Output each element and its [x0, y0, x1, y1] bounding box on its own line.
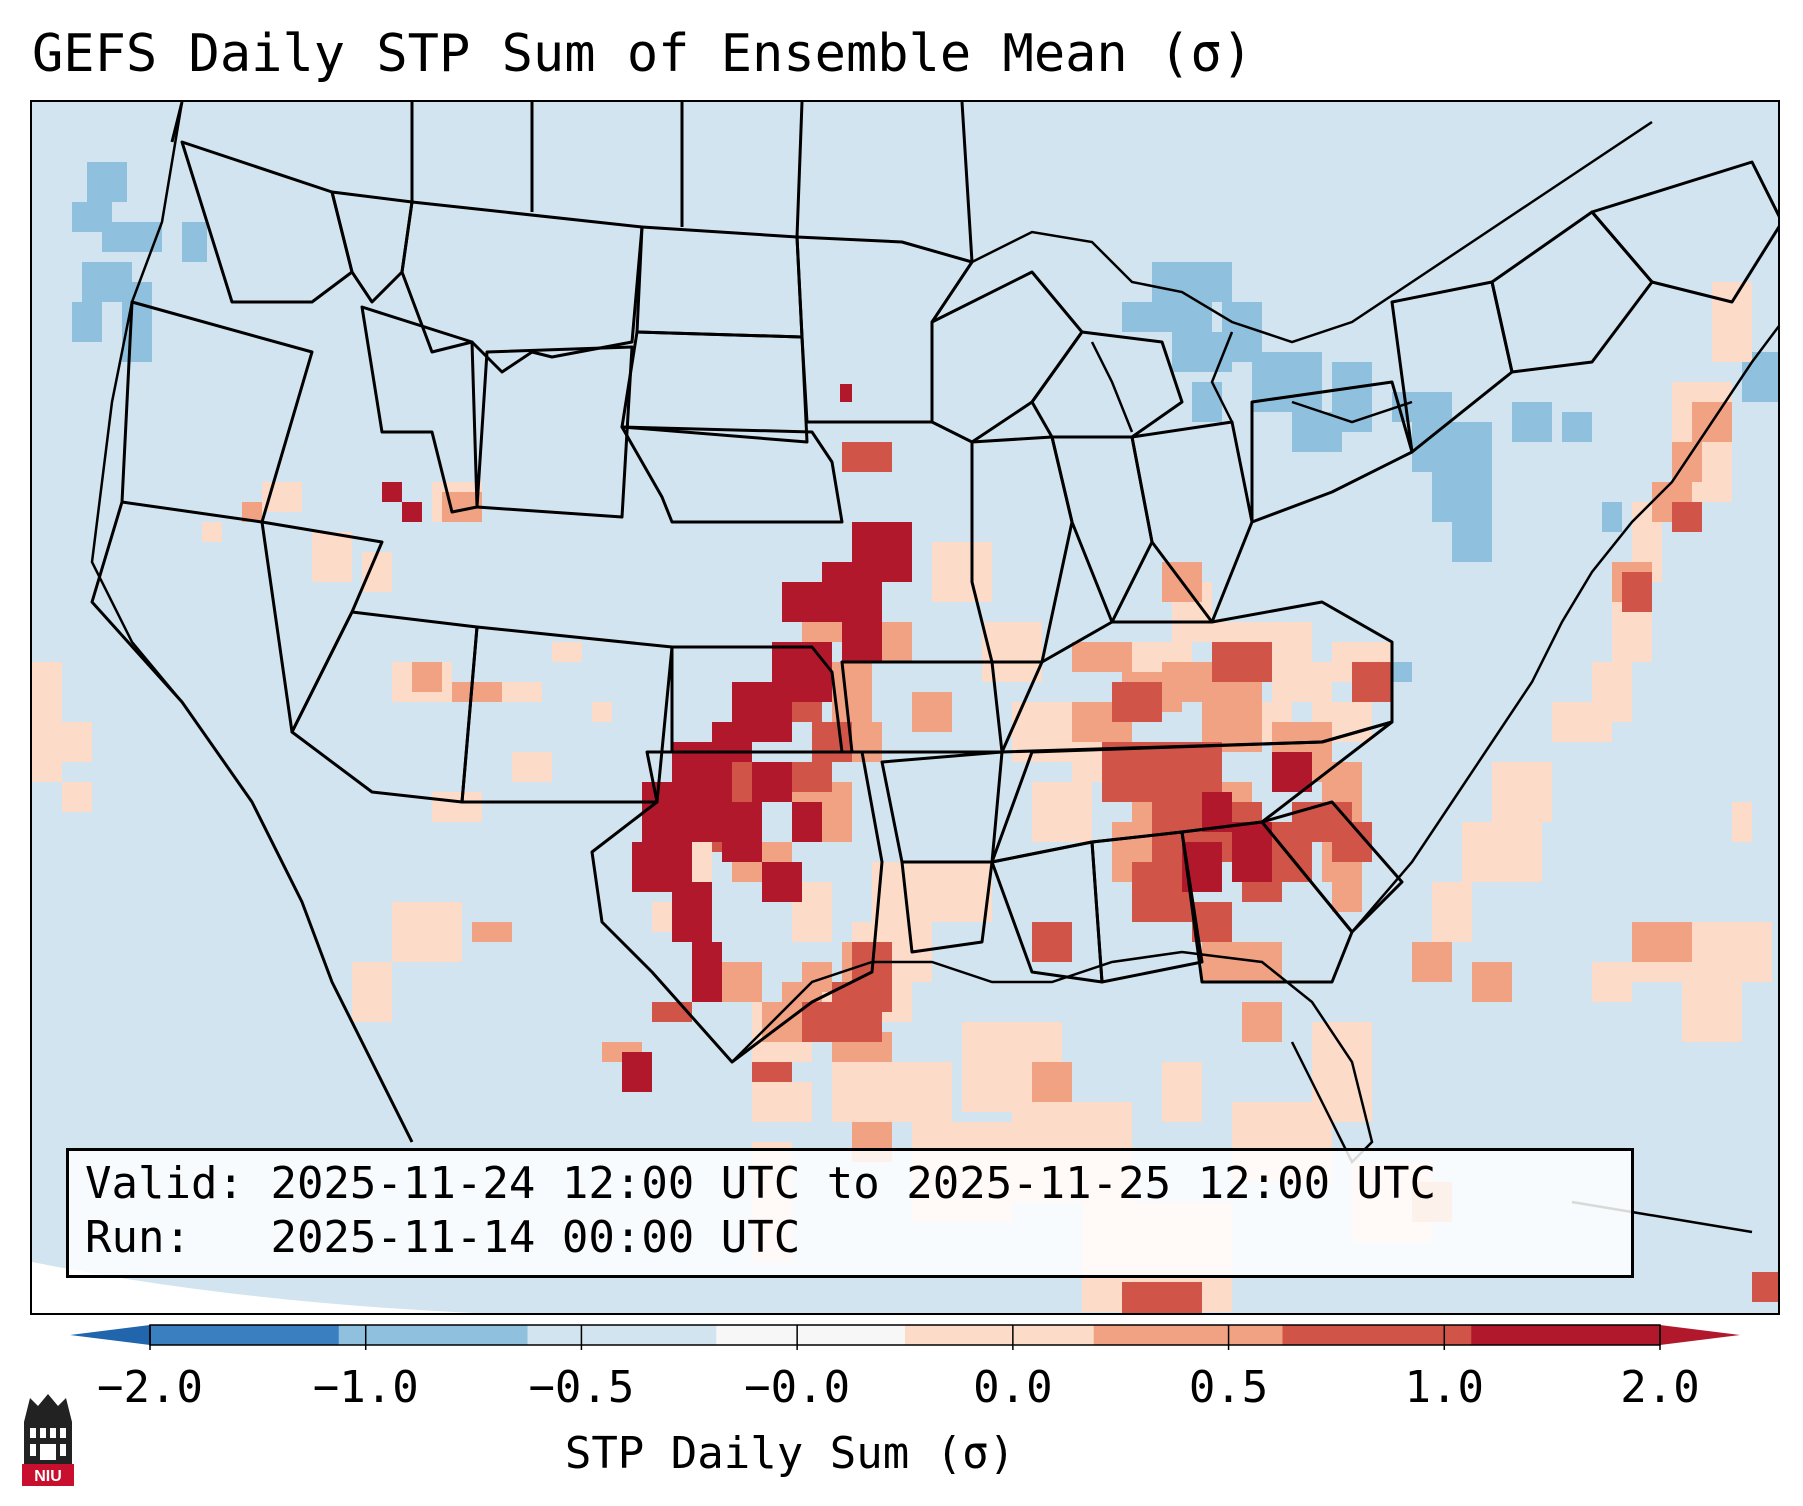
- colorbar-segment: [905, 1325, 1095, 1345]
- run-value: 2025-11-14 00:00 UTC: [270, 1212, 801, 1263]
- colorbar-segment: [527, 1325, 717, 1345]
- colorbar-segment: [716, 1325, 906, 1345]
- colorbar-segment: [1282, 1325, 1472, 1345]
- colorbar-tick-label: 2.0: [1620, 1362, 1700, 1413]
- valid-label: Valid:: [85, 1158, 244, 1209]
- colorbar-segment: [338, 1325, 528, 1345]
- colorbar-tick-label: −1.0: [312, 1362, 419, 1413]
- colorbar-under-arrow: [70, 1325, 150, 1345]
- colorbar-tick-label: −0.5: [528, 1362, 635, 1413]
- colorbar-tick-label: 0.0: [973, 1362, 1053, 1413]
- map-svg: [32, 102, 1778, 1313]
- colorbar-segment: [1471, 1325, 1661, 1345]
- colorbar-tick-label: −2.0: [97, 1362, 203, 1413]
- niu-logo: NIU: [22, 1394, 74, 1486]
- valid-run-info-box: Valid: 2025-11-24 12:00 UTC to 2025-11-2…: [66, 1148, 1634, 1278]
- colorbar-over-arrow: [1660, 1325, 1740, 1345]
- colorbar-tick-label: 1.0: [1404, 1362, 1485, 1413]
- colorbar-label: STP Daily Sum (σ): [564, 1428, 1016, 1479]
- colorbar-segment: [150, 1325, 340, 1345]
- colorbar-segment: [1093, 1325, 1283, 1345]
- run-label: Run:: [85, 1212, 191, 1263]
- valid-value: 2025-11-24 12:00 UTC to 2025-11-25 12:00…: [270, 1158, 1437, 1209]
- logo-text: NIU: [34, 1468, 62, 1485]
- colorbar-segments: [150, 1325, 1661, 1345]
- projection-edge-bottom: [32, 1262, 475, 1313]
- colorbar: [70, 1324, 1740, 1350]
- colorbar-tick-label: −0.0: [744, 1362, 851, 1413]
- extreme-positive-patches: [382, 384, 1312, 1092]
- chart-title: GEFS Daily STP Sum of Ensemble Mean (σ): [32, 24, 1253, 84]
- state-borders: [90, 102, 1778, 1143]
- colorbar-tick-label: 0.5: [1188, 1362, 1269, 1413]
- map-panel: [30, 100, 1780, 1315]
- negative-anomaly-patches: [72, 162, 1778, 682]
